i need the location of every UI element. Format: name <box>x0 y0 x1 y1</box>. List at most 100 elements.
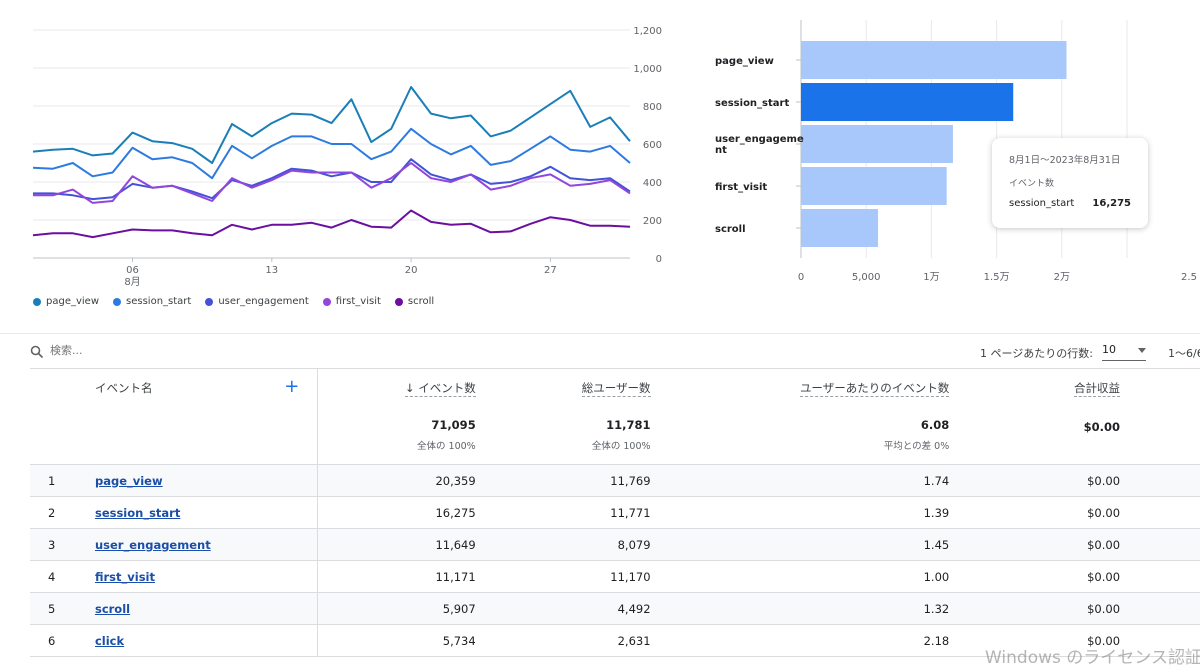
series-line-first-visit <box>33 162 631 204</box>
row-per-user: 1.32 <box>923 601 950 616</box>
table-toolbar: 1 ページあたりの行数: 10 1～6/6 <box>30 340 1200 366</box>
legend-item[interactable]: first_visit <box>322 296 381 307</box>
table-row: 2 session_start 16,275 11,771 1.39 $0.00 <box>30 496 1200 529</box>
legend-label: first_visit <box>335 296 381 307</box>
row-revenue: $0.00 <box>1087 569 1121 584</box>
bar-chart-x-ticks: 0 5,000 1万 1.5万 2万 2.5 <box>798 272 1197 283</box>
row-index: 4 <box>48 569 56 584</box>
bar-session-start[interactable] <box>801 83 1014 121</box>
legend-item[interactable]: session_start <box>113 296 191 307</box>
section-divider <box>0 333 1200 334</box>
header-per-user[interactable]: ユーザーあたりのイベント数 <box>650 368 950 407</box>
rows-per-page-select[interactable]: 10 <box>1102 343 1146 361</box>
x-tick-label: 1万 <box>923 272 939 283</box>
pagination-range: 1～6/6 <box>1168 347 1200 360</box>
events-table: イベント名 + ↓ イベント数 総ユーザー数 ユーザーあたりのイベント数 合計収… <box>30 368 1200 657</box>
bar-user-engagement[interactable] <box>801 125 953 163</box>
total-per-user: 6.08 平均との差 0% <box>650 406 950 465</box>
y-tick-label: 200 <box>643 216 662 227</box>
x-tick-label: 13 <box>265 265 278 276</box>
x-tick-label: 2.5 <box>1181 272 1197 283</box>
row-event-count: 20,359 <box>435 473 476 488</box>
event-link[interactable]: scroll <box>94 601 131 616</box>
y-tick-label: 1,000 <box>633 64 662 75</box>
line-chart-y-ticks: 0 200 400 600 800 1,000 1,200 <box>633 26 662 265</box>
row-total-users: 8,079 <box>617 537 651 552</box>
row-total-users: 11,769 <box>610 473 651 488</box>
event-link[interactable]: click <box>94 633 125 648</box>
row-revenue: $0.00 <box>1087 505 1121 520</box>
table-row: 1 page_view 20,359 11,769 1.74 $0.00 <box>30 464 1200 497</box>
legend-label: user_engagement <box>218 296 309 307</box>
y-tick-label: 800 <box>643 102 662 113</box>
tooltip-metric: イベント数 <box>1009 179 1055 189</box>
line-chart-grid <box>33 29 630 259</box>
row-per-user: 1.74 <box>923 473 950 488</box>
bar-category-label: first_visit <box>715 182 767 193</box>
row-per-user: 2.18 <box>923 633 950 648</box>
search-input[interactable] <box>50 344 250 357</box>
row-revenue: $0.00 <box>1087 537 1121 552</box>
row-revenue: $0.00 <box>1087 473 1121 488</box>
header-event-name-label: イベント名 <box>94 380 153 395</box>
legend-label: page_view <box>46 296 100 307</box>
x-tick-label: 27 <box>544 265 557 276</box>
row-event-name: first_visit <box>77 560 319 593</box>
header-total-users-label: 総ユーザー数 <box>581 380 651 397</box>
bar-category-label: user_engageme nt <box>715 134 804 156</box>
row-total-users: 11,170 <box>610 569 651 584</box>
table-row: 6 click 5,734 2,631 2.18 $0.00 <box>30 624 1200 657</box>
total-revenue: $0.00 <box>949 406 1121 465</box>
table-row: 3 user_engagement 11,649 8,079 1.45 $0.00 <box>30 528 1200 561</box>
row-event-name: click <box>77 624 319 657</box>
legend-item[interactable]: page_view <box>33 296 99 307</box>
header-total-users[interactable]: 総ユーザー数 <box>475 368 651 407</box>
header-per-user-label: ユーザーあたりのイベント数 <box>799 380 950 397</box>
row-revenue: $0.00 <box>1087 601 1121 616</box>
legend-dot-icon <box>322 297 331 306</box>
row-total-users: 11,771 <box>610 505 651 520</box>
row-index: 3 <box>48 537 56 552</box>
event-link[interactable]: first_visit <box>94 569 155 584</box>
row-event-name: scroll <box>77 592 319 625</box>
event-link[interactable]: session_start <box>94 505 181 520</box>
header-index <box>30 368 78 407</box>
row-total-users: 4,492 <box>617 601 651 616</box>
series-line-page-view <box>32 86 631 164</box>
row-event-count: 16,275 <box>435 505 476 520</box>
row-event-name: session_start <box>77 496 319 529</box>
bar-category-label: scroll <box>715 224 746 235</box>
row-index: 5 <box>48 601 56 616</box>
event-link[interactable]: user_engagement <box>94 537 211 552</box>
legend-label: session_start <box>126 296 192 307</box>
tooltip-row: session_start 16,275 <box>1009 198 1131 209</box>
bar-scroll[interactable] <box>801 209 879 247</box>
row-event-count: 11,171 <box>435 569 476 584</box>
tooltip-value: 16,275 <box>1092 198 1131 209</box>
chevron-down-icon <box>1138 348 1146 353</box>
row-per-user: 1.39 <box>923 505 950 520</box>
header-revenue[interactable]: 合計収益 <box>949 368 1121 407</box>
add-dimension-icon[interactable]: + <box>284 376 300 397</box>
rows-per-page-label: 1 ページあたりの行数: <box>980 347 1093 360</box>
event-link[interactable]: page_view <box>94 473 163 488</box>
row-revenue: $0.00 <box>1087 633 1121 648</box>
tooltip-event: session_start <box>1009 198 1075 209</box>
row-event-name: user_engagement <box>77 528 319 561</box>
bar-chart: page_view session_start user_engageme ntfir… <box>715 20 1197 283</box>
table-totals-row: 71,095 全体の 100% 11,781 全体の 100% 6.08 平均と… <box>30 406 1200 465</box>
bar-page-view[interactable] <box>801 41 1067 79</box>
row-index: 1 <box>48 473 56 488</box>
series-line-user-engagement <box>33 158 631 201</box>
x-tick-label: 1.5万 <box>984 272 1010 283</box>
bar-first-visit[interactable] <box>801 167 947 205</box>
legend-item[interactable]: user_engagement <box>205 296 309 307</box>
legend-item[interactable]: scroll <box>394 296 434 307</box>
header-event-count[interactable]: ↓ イベント数 <box>317 368 476 407</box>
line-chart-series <box>32 86 631 239</box>
bar-tooltip: 8月1日～2023年8月31日 イベント数 session_start 16,2… <box>992 138 1148 228</box>
total-users: 11,781 全体の 100% <box>475 406 651 465</box>
header-event-name[interactable]: イベント名 + <box>77 368 319 407</box>
search-icon <box>30 345 44 359</box>
